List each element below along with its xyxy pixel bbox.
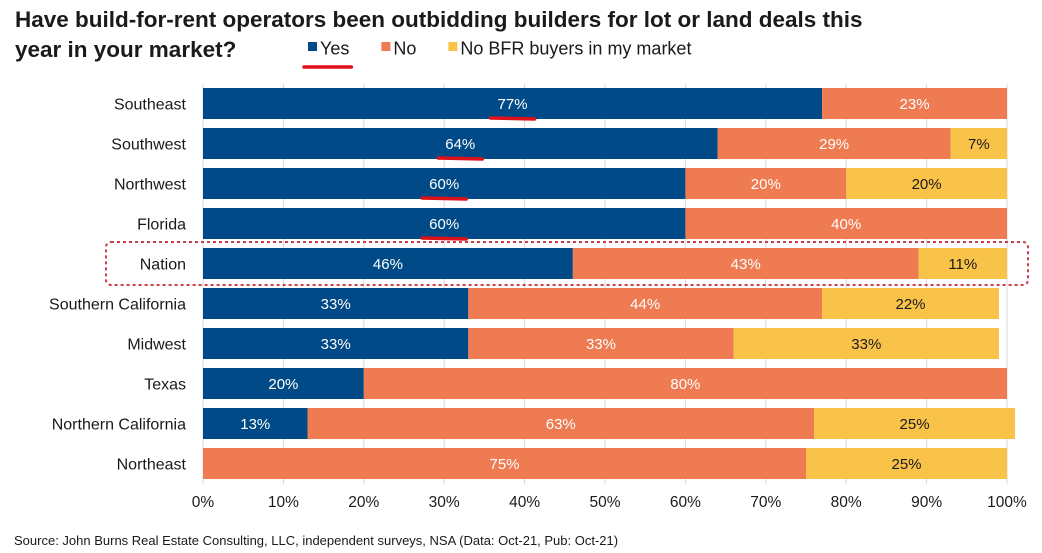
bar-data-label: 60% xyxy=(429,176,459,193)
x-tick-label: 30% xyxy=(429,494,460,511)
bar-data-label: 33% xyxy=(851,336,881,353)
bar-data-label: 63% xyxy=(546,416,576,433)
bar-no xyxy=(468,288,823,319)
bar-data-label: 80% xyxy=(670,376,700,393)
bar-data-label: 44% xyxy=(630,296,660,313)
category-label: Texas xyxy=(144,377,186,394)
x-tick-label: 60% xyxy=(670,494,701,511)
bar-no xyxy=(822,88,1007,119)
bar-no-bfr-buyers-in-my-market xyxy=(950,128,1007,159)
bar-yes xyxy=(203,248,573,279)
x-tick-label: 90% xyxy=(911,494,942,511)
value-underline xyxy=(420,236,468,241)
x-tick-label: 50% xyxy=(589,494,620,511)
legend-swatch-no xyxy=(381,42,391,51)
bar-no-bfr-buyers-in-my-market xyxy=(918,248,1007,279)
bar-data-label: 25% xyxy=(900,416,930,433)
category-label: Southeast xyxy=(114,97,187,114)
bar-data-label: 25% xyxy=(891,456,921,473)
category-label: Southwest xyxy=(111,137,186,154)
bar-no xyxy=(685,208,1007,239)
bar-data-label: 43% xyxy=(731,256,761,273)
bar-yes xyxy=(203,128,718,159)
bar-data-label: 60% xyxy=(429,216,459,233)
category-label: Florida xyxy=(137,217,186,234)
legend-label-no: No xyxy=(393,39,416,59)
chart-title-line-2: year in your market? xyxy=(15,37,236,62)
bar-no-bfr-buyers-in-my-market xyxy=(814,408,1016,439)
x-axis-ticks: 0% 10% 20% 30% 40% 50% 60% 70% 80% 90% 100% xyxy=(192,494,1027,511)
bar-no xyxy=(203,448,806,479)
value-underline xyxy=(420,196,468,201)
x-tick-label: 20% xyxy=(348,494,379,511)
bar-data-label: 20% xyxy=(912,176,942,193)
bar-no xyxy=(468,328,734,359)
legend-swatch-yes xyxy=(308,42,317,51)
bar-no xyxy=(307,408,815,439)
value-underline xyxy=(436,156,485,161)
value-underline xyxy=(488,116,537,121)
legend-label-no-bfr-buyers-in-my-market: No BFR buyers in my market xyxy=(460,39,691,59)
x-tick-label: 10% xyxy=(268,494,299,511)
legend-label-yes: Yes xyxy=(320,39,349,59)
bar-no-bfr-buyers-in-my-market xyxy=(822,288,999,319)
chart-title-line-1: Have build-for-rent operators been outbi… xyxy=(15,7,863,32)
bar-data-label: 23% xyxy=(900,96,930,113)
bar-no xyxy=(685,168,847,199)
bar-yes xyxy=(203,168,686,199)
bar-data-label: 77% xyxy=(498,96,528,113)
bar-yes xyxy=(203,288,469,319)
x-tick-label: 40% xyxy=(509,494,540,511)
annotations xyxy=(105,65,1029,286)
bar-data-label: 75% xyxy=(489,456,519,473)
bar-yes xyxy=(203,88,823,119)
category-labels: Southeast Southwest Northwest Florida Nation… xyxy=(49,97,187,474)
bar-data-label: 33% xyxy=(321,296,351,313)
bar-data-label: 11% xyxy=(948,256,977,273)
bar-data-label: 20% xyxy=(751,176,781,193)
bar-yes xyxy=(203,408,308,439)
source-note: Source: John Burns Real Estate Consultin… xyxy=(14,533,618,548)
bar-yes xyxy=(203,368,364,399)
bar-data-label: 20% xyxy=(268,376,298,393)
bar-data-label: 64% xyxy=(445,136,475,153)
bar-no-bfr-buyers-in-my-market xyxy=(806,448,1007,479)
category-label: Southern California xyxy=(49,297,186,314)
x-tick-label: 80% xyxy=(831,494,862,511)
bar-no xyxy=(363,368,1007,399)
bar-no xyxy=(717,128,951,159)
category-label: Northeast xyxy=(117,457,187,474)
bar-data-label: 33% xyxy=(586,336,616,353)
bar-no-bfr-buyers-in-my-market xyxy=(733,328,999,359)
category-label: Midwest xyxy=(127,337,186,354)
bar-data-label: 7% xyxy=(968,136,990,153)
bar-yes xyxy=(203,208,686,239)
x-tick-label: 0% xyxy=(192,494,215,511)
bar-data-label: 22% xyxy=(896,296,926,313)
highlight-box-nation xyxy=(105,241,1029,286)
category-label: Nation xyxy=(140,257,186,274)
bar-data-label: 33% xyxy=(321,336,351,353)
bar-no xyxy=(572,248,919,279)
bar-yes xyxy=(203,328,469,359)
category-label: Northern California xyxy=(52,417,186,434)
legend-swatch-no-bfr-buyers-in-my-market xyxy=(448,42,458,51)
legend: Yes No No BFR buyers in my market xyxy=(308,39,691,59)
bars: 77% 23% 64% 29% 7% 60% 20% 20% 60% 40% 46% 43% 11% 33… xyxy=(203,88,1016,479)
bar-data-label: 40% xyxy=(831,216,861,233)
bar-data-label: 46% xyxy=(373,256,403,273)
bar-data-label: 29% xyxy=(819,136,849,153)
bar-data-label: 13% xyxy=(240,416,270,433)
bar-no-bfr-buyers-in-my-market xyxy=(846,168,1007,199)
x-tick-label: 100% xyxy=(987,494,1027,511)
x-tick-label: 70% xyxy=(750,494,781,511)
category-label: Northwest xyxy=(114,177,187,194)
